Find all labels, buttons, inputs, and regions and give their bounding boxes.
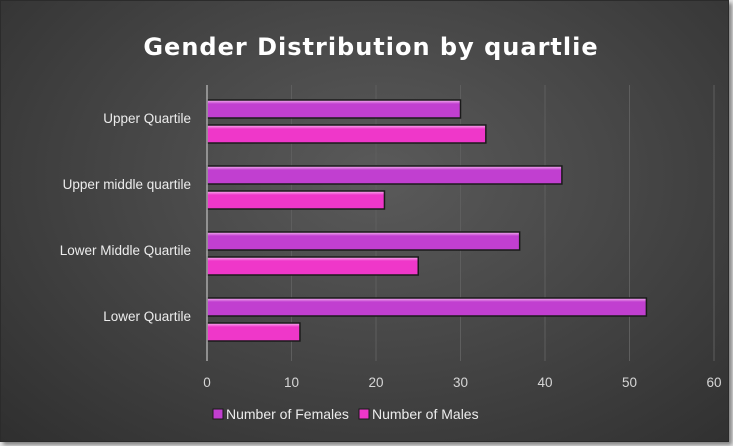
category-label: Upper middle quartile [63,177,191,192]
bar-females [206,231,521,251]
bar-males [206,256,419,276]
legend-swatch [212,408,224,420]
bar-males [206,322,301,342]
category-label: Lower Middle Quartile [60,243,191,258]
bar-males [206,190,386,210]
chart-title: Gender Distribution by quartlie [143,33,598,61]
bar-males [206,124,487,144]
bar-females [206,99,462,119]
legend-label: Number of Females [226,406,349,422]
bars [206,99,648,342]
x-tick-label: 10 [284,375,299,390]
x-tick-label: 50 [622,375,637,390]
x-tick-labels: 0 10 20 30 40 50 60 [203,375,721,390]
bar-females [206,297,648,317]
x-tick-label: 30 [453,375,468,390]
legend: Number of Females Number of Males [212,406,479,422]
bar-females [206,165,563,185]
legend-label: Number of Males [372,406,479,422]
x-tick-label: 0 [203,375,211,390]
category-label: Upper Quartile [103,111,191,126]
x-tick-label: 60 [706,375,721,390]
category-labels: Upper Quartile Upper middle quartile Lower… [60,111,191,324]
legend-swatch [358,408,370,420]
x-tick-label: 40 [537,375,552,390]
category-label: Lower Quartile [103,309,191,324]
x-tick-label: 20 [368,375,383,390]
